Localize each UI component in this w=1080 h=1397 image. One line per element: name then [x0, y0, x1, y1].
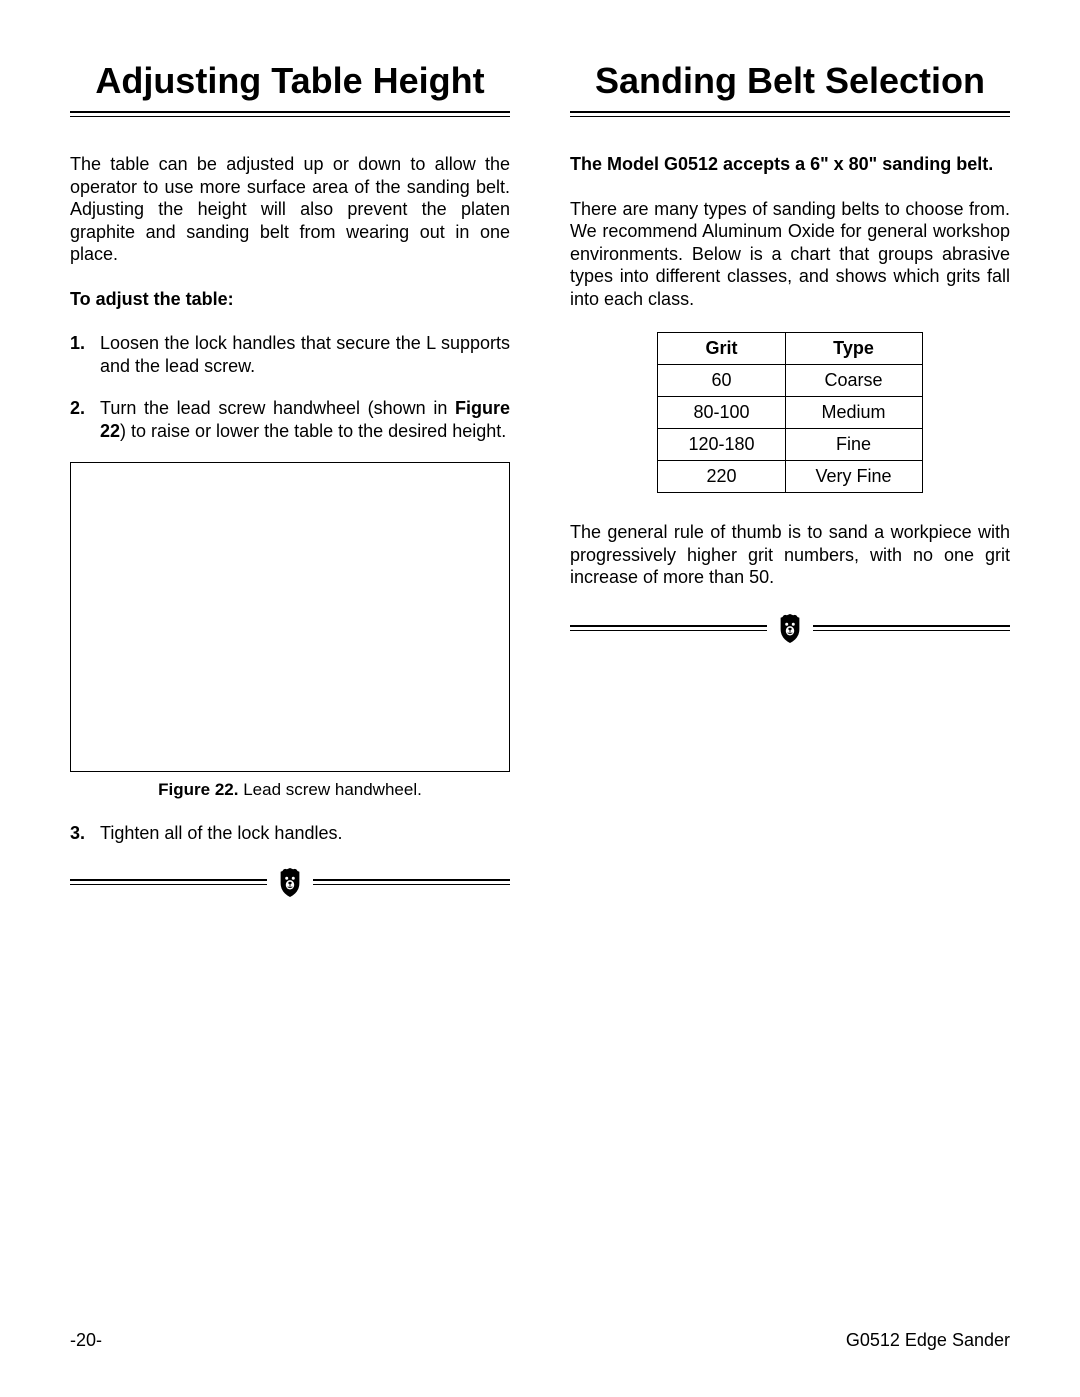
grit-cell: 220: [658, 461, 785, 493]
step-2-pre: Turn the lead screw handwheel (shown in: [100, 398, 455, 418]
heading-rule: [70, 111, 510, 117]
step-1-text: Loosen the lock handles that secure the …: [100, 333, 510, 376]
manual-page: Adjusting Table Height The table can be …: [0, 0, 1080, 1397]
type-cell: Very Fine: [785, 461, 922, 493]
page-footer: -20- G0512 Edge Sander: [70, 1330, 1010, 1351]
step-1: Loosen the lock handles that secure the …: [70, 332, 510, 377]
left-column: Adjusting Table Height The table can be …: [70, 60, 510, 899]
type-col-header: Type: [785, 333, 922, 365]
right-para2: The general rule of thumb is to sand a w…: [570, 521, 1010, 589]
grit-col-header: Grit: [658, 333, 785, 365]
left-heading: Adjusting Table Height: [70, 60, 510, 101]
table-row: 60 Coarse: [658, 365, 922, 397]
step-2: Turn the lead screw handwheel (shown in …: [70, 397, 510, 442]
ornament-rule-left: [570, 625, 767, 631]
figure-22-caption: Figure 22. Lead screw handwheel.: [70, 780, 510, 800]
grit-cell: 80-100: [658, 397, 785, 429]
ornament-rule-left: [70, 879, 267, 885]
steps-list-cont: Tighten all of the lock handles.: [70, 822, 510, 845]
doc-title: G0512 Edge Sander: [846, 1330, 1010, 1351]
step-2-post: ) to raise or lower the table to the des…: [120, 421, 506, 441]
figure-label: Figure 22.: [158, 780, 238, 799]
bear-icon: [773, 611, 807, 645]
step-3: Tighten all of the lock handles.: [70, 822, 510, 845]
left-subheading: To adjust the table:: [70, 288, 510, 311]
grit-cell: 120-180: [658, 429, 785, 461]
right-heading: Sanding Belt Selection: [570, 60, 1010, 101]
bear-icon: [273, 865, 307, 899]
right-column: Sanding Belt Selection The Model G0512 a…: [570, 60, 1010, 899]
grit-table-header-row: Grit Type: [658, 333, 922, 365]
ornament-rule-right: [813, 625, 1010, 631]
section-ornament-right: [570, 611, 1010, 645]
two-column-layout: Adjusting Table Height The table can be …: [70, 60, 1010, 899]
left-intro: The table can be adjusted up or down to …: [70, 153, 510, 266]
ornament-rule-right: [313, 879, 510, 885]
type-cell: Medium: [785, 397, 922, 429]
table-row: 80-100 Medium: [658, 397, 922, 429]
right-lead: The Model G0512 accepts a 6" x 80" sandi…: [570, 153, 1010, 176]
figure-22-placeholder: [70, 462, 510, 772]
step-3-text: Tighten all of the lock handles.: [100, 823, 342, 843]
table-row: 220 Very Fine: [658, 461, 922, 493]
type-cell: Fine: [785, 429, 922, 461]
steps-list: Loosen the lock handles that secure the …: [70, 332, 510, 442]
type-cell: Coarse: [785, 365, 922, 397]
figure-caption-text: Lead screw handwheel.: [238, 780, 421, 799]
right-para1: There are many types of sanding belts to…: [570, 198, 1010, 311]
page-number: -20-: [70, 1330, 102, 1351]
grit-cell: 60: [658, 365, 785, 397]
table-row: 120-180 Fine: [658, 429, 922, 461]
heading-rule: [570, 111, 1010, 117]
grit-table: Grit Type 60 Coarse 80-100 Medium 120-18…: [657, 332, 922, 493]
section-ornament-left: [70, 865, 510, 899]
